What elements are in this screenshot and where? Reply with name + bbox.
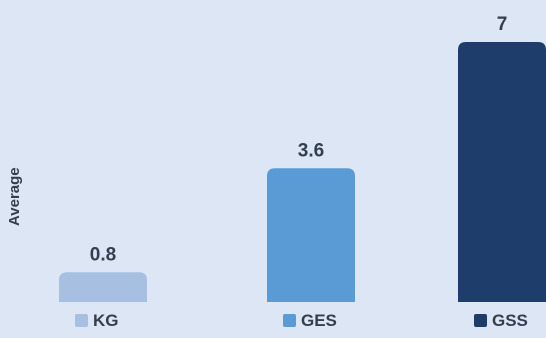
bar-gss <box>458 42 546 302</box>
legend-label-gss: GSS <box>492 311 528 330</box>
value-label-ges: 3.6 <box>298 140 324 161</box>
bar-kg <box>59 272 147 302</box>
legend-swatch-kg <box>75 314 88 327</box>
legend-swatch-gss <box>474 314 487 327</box>
legend-label-ges: GES <box>301 311 337 330</box>
y-axis-label: Average <box>6 167 23 226</box>
value-label-gss: 7 <box>497 14 508 35</box>
bar-ges <box>267 168 355 302</box>
legend-swatch-ges <box>283 314 296 327</box>
legend-label-kg: KG <box>93 311 119 330</box>
value-label-kg: 0.8 <box>90 244 116 265</box>
